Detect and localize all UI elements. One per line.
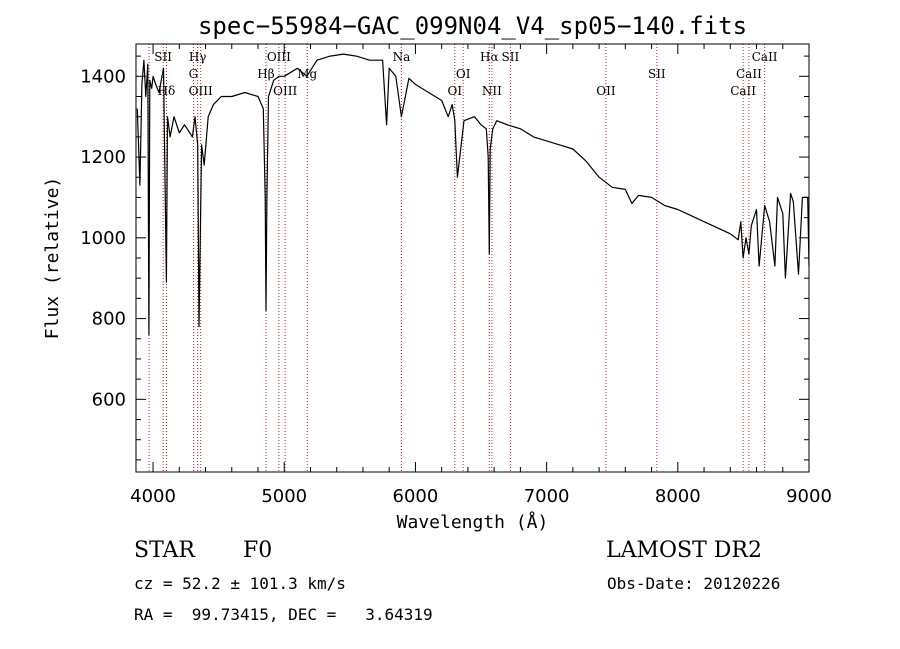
x-tick-label: 5000 (261, 486, 307, 507)
line-marker-label: G (189, 67, 199, 81)
y-tick-label: 1400 (80, 66, 126, 87)
y-tick-label: 1200 (80, 147, 126, 168)
spectrum-line (136, 53, 810, 336)
chart-title: spec−55984−GAC_099N04_V4_sp05−140.fits (198, 12, 747, 40)
line-marker-label: SII (502, 50, 520, 64)
spectral-subclass: F0 (243, 538, 273, 563)
line-marker-label: CaII (736, 67, 762, 81)
line-marker-label: SII (154, 50, 172, 64)
line-marker-label: SII (648, 67, 666, 81)
line-marker-label: Hβ (257, 67, 274, 81)
redshift-velocity: cz = 52.2 ± 101.3 km/s (134, 574, 346, 593)
object-class: STAR (134, 538, 195, 563)
y-axis-label: Flux (relative) (42, 177, 63, 340)
y-tick-label: 600 (92, 389, 126, 410)
plot-frame (135, 43, 810, 473)
line-marker-label: Hγ (189, 50, 207, 64)
line-marker-label: CaII (730, 84, 756, 98)
y-tick-label: 800 (92, 309, 126, 330)
line-marker-label: NII (482, 84, 502, 98)
x-tick-label: 9000 (786, 486, 832, 507)
line-marker-label: Hδ (158, 84, 176, 98)
x-tick-label: 7000 (524, 486, 570, 507)
line-marker-label: CaII (752, 50, 778, 64)
line-marker-label: Na (393, 50, 411, 64)
x-axis-label: Wavelength (Å) (397, 511, 549, 533)
x-tick-label: 6000 (393, 486, 439, 507)
x-tick-label: 8000 (655, 486, 701, 507)
observation-date: Obs-Date: 20120226 (607, 574, 781, 593)
line-marker-label: OIII (273, 84, 297, 98)
line-marker-label: OI (448, 84, 463, 98)
ra-dec-coordinates: RA = 99.73415, DEC = 3.64319 (134, 605, 433, 624)
line-marker-label: OI (456, 67, 471, 81)
line-marker-label: Mg (297, 67, 317, 81)
y-tick-label: 1000 (80, 228, 126, 249)
x-tick-label: 4000 (130, 486, 176, 507)
line-marker-label: OIII (189, 84, 213, 98)
line-marker-label: OII (596, 84, 616, 98)
line-marker-label: OIII (267, 50, 291, 64)
survey-name: LAMOST DR2 (606, 538, 762, 563)
line-marker-label: Hα (480, 50, 499, 64)
